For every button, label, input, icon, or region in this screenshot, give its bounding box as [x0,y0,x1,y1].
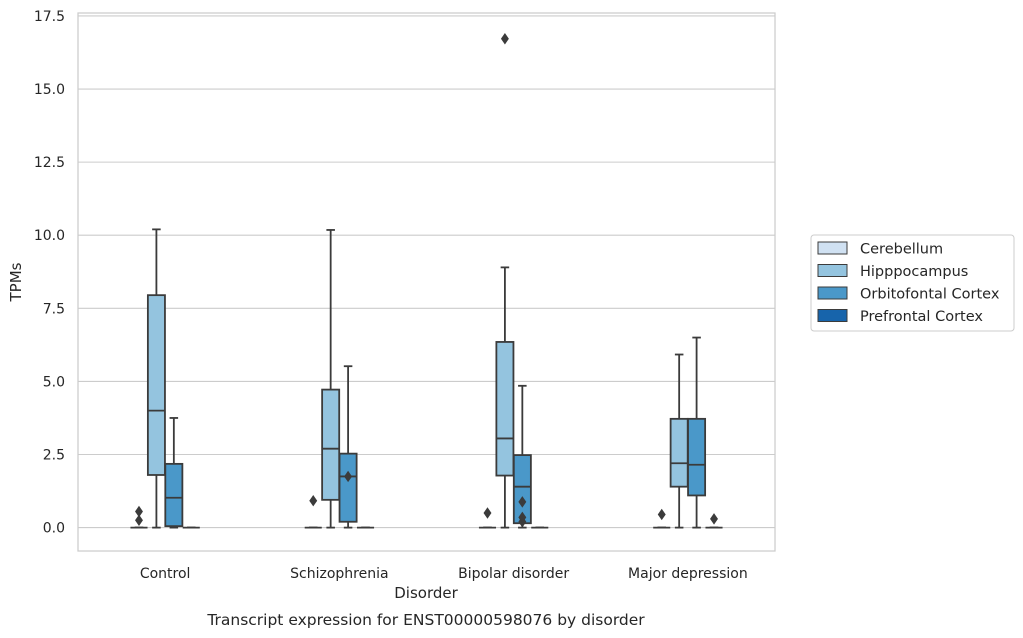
box [687,417,707,497]
box-group [130,505,148,529]
y-tick-label: 0.0 [43,521,65,537]
outlier-marker [135,514,143,527]
legend-entry-label: Prefrontal Cortex [860,309,983,325]
box-group [338,365,358,529]
outlier-marker [518,496,527,508]
x-tick-label: Control [140,566,191,582]
outlier-marker [518,511,527,524]
x-axis-ticks: Control Schizophrenia Bipolar disorder Majo… [140,566,748,582]
box [146,294,166,476]
box-group [146,228,166,529]
chart-caption: Transcript expression for ENST0000059807… [206,611,645,629]
y-axis-ticks: 0.0 2.5 5.0 7.5 10.0 12.5 15.0 17.5 [34,9,65,537]
y-tick-label: 17.5 [34,9,65,25]
x-tick-label: Bipolar disorder [458,566,569,582]
legend-entry-label: Orbitofontal Cortex [860,287,1000,303]
y-tick-label: 5.0 [43,374,65,390]
box [321,388,341,501]
outlier-marker [309,494,318,507]
box [164,462,184,528]
box-group [669,353,689,529]
outlier-marker [657,508,666,521]
box [495,341,515,477]
box-group [164,417,184,529]
legend-swatch [817,264,848,277]
gridlines [78,15,775,529]
box [669,417,689,488]
legend-swatch [817,309,848,322]
box [338,452,358,523]
y-tick-label: 7.5 [43,301,65,317]
x-tick-label: Schizophrenia [290,566,388,582]
y-tick-label: 15.0 [34,82,65,98]
box-group [653,508,671,529]
x-tick-label: Major depression [628,566,748,582]
outlier-marker [344,470,353,483]
y-tick-label: 12.5 [34,155,65,171]
outlier-marker [500,33,509,45]
box-group [321,229,341,529]
box-group [705,513,723,529]
y-tick-label: 10.0 [34,228,65,244]
legend-swatch [817,241,848,255]
outlier-marker [135,505,143,518]
box-group [512,384,532,529]
y-axis-label: TPMs [7,262,25,302]
box-group [478,507,497,529]
box-group [495,33,515,529]
legend: Cerebellum Hipppocampus Orbitofontal Corte… [810,234,1015,332]
x-axis-label: Disorder [394,584,458,602]
legend-entry-label: Hipppocampus [860,264,968,280]
y-tick-label: 2.5 [43,448,65,464]
legend-swatch [817,286,848,300]
plot-area-frame [77,12,776,552]
box-group [687,336,707,529]
box-group [304,494,322,529]
legend-entry-label: Cerebellum [860,242,943,258]
box-plot-marks [130,33,723,529]
outlier-marker [710,513,718,525]
outlier-marker [483,507,492,519]
legend-frame [810,234,1015,332]
